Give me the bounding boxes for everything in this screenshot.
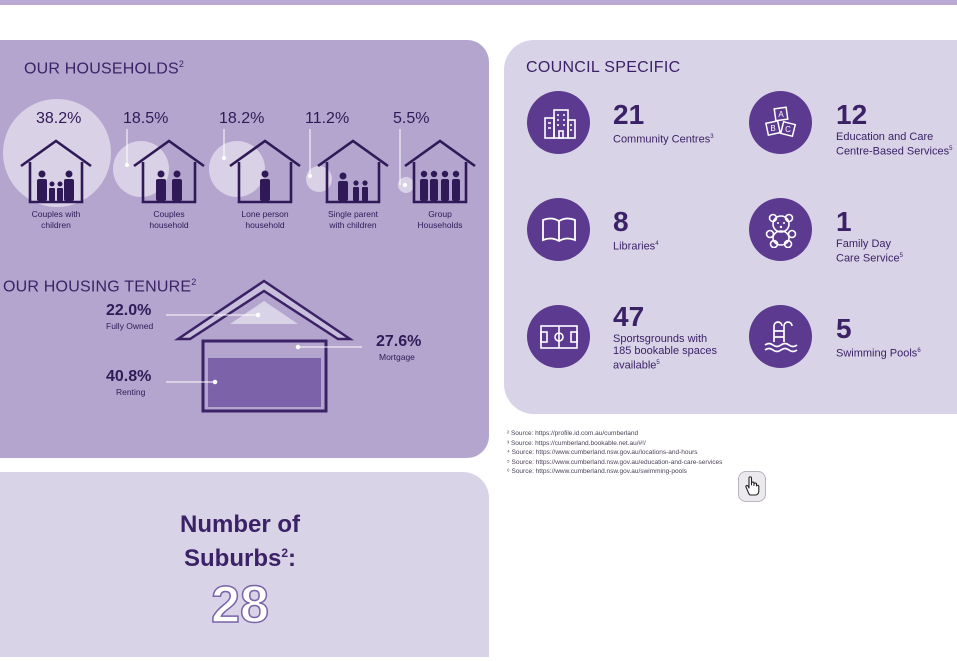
sources-list: ² Source: https://profile.id.com.au/cumb… bbox=[507, 429, 722, 477]
svg-text:A: A bbox=[778, 110, 784, 119]
lone-person-house-icon bbox=[229, 139, 301, 204]
group-house-icon bbox=[404, 139, 476, 204]
stat-num-swimming-pools: 5 bbox=[836, 313, 852, 344]
hand-cursor-icon bbox=[738, 471, 766, 502]
mortgage-pct: 27.6% bbox=[376, 333, 422, 350]
owned-label: Fully Owned bbox=[106, 321, 154, 331]
suburbs-count: 28 bbox=[210, 576, 269, 634]
svg-text:B: B bbox=[770, 124, 775, 133]
households-pct-1: 38.2% bbox=[36, 110, 82, 127]
stat-label-education-care: Education and Care Centre-Based Services5 bbox=[836, 131, 953, 158]
source-item: ⁴ Source: https://www.cumberland.nsw.gov… bbox=[507, 449, 698, 457]
tenure-title: OUR HOUSING TENURE2 bbox=[3, 277, 197, 296]
renting-pct: 40.8% bbox=[106, 368, 152, 385]
stat-num-community-centres: 21 bbox=[613, 99, 645, 130]
owned-pct: 22.0% bbox=[106, 302, 152, 319]
council-title: COUNCIL SPECIFIC bbox=[526, 59, 681, 76]
stat-num-libraries: 8 bbox=[613, 206, 629, 237]
households-label-3: Lone person household bbox=[241, 209, 289, 230]
households-label-5: Group Households bbox=[417, 209, 463, 230]
households-pct-2: 18.5% bbox=[123, 110, 169, 127]
stat-label-libraries: Libraries4 bbox=[613, 240, 659, 253]
lone-person-circle bbox=[209, 141, 265, 197]
pool-icon bbox=[749, 305, 812, 368]
teddy-bear-icon bbox=[749, 198, 812, 261]
stat-label-swimming-pools: Swimming Pools6 bbox=[836, 347, 921, 360]
stat-label-community-centres: Community Centres3 bbox=[613, 133, 714, 146]
suburbs-panel bbox=[0, 472, 489, 657]
tenure-house-graphic bbox=[173, 279, 355, 413]
source-item: ² Source: https://profile.id.com.au/cumb… bbox=[507, 430, 639, 437]
households-pct-3: 18.2% bbox=[219, 110, 265, 127]
single-parent-house-icon bbox=[317, 139, 389, 204]
stat-num-sportsgrounds: 47 bbox=[613, 301, 645, 332]
stat-num-family-day-care: 1 bbox=[836, 206, 852, 237]
households-title: OUR HOUSEHOLDS2 bbox=[24, 59, 185, 78]
book-icon bbox=[527, 198, 590, 261]
stat-label-sportsgrounds: Sportsgrounds with 185 bookable spaces ava… bbox=[613, 333, 717, 372]
households-label-4: Single parent with children bbox=[327, 209, 379, 230]
source-item: ³ Source: https://cumberland.bookable.ne… bbox=[507, 439, 646, 447]
top-strip bbox=[0, 0, 957, 5]
stat-num-education-care: 12 bbox=[836, 99, 868, 130]
households-label-1: Couples with children bbox=[31, 209, 81, 230]
source-item: ⁵ Source: https://www.cumberland.nsw.gov… bbox=[507, 458, 723, 466]
mortgage-label: Mortgage bbox=[379, 352, 415, 362]
building-icon bbox=[527, 91, 590, 154]
households-pct-5: 5.5% bbox=[393, 110, 430, 127]
couples-house-icon bbox=[133, 139, 205, 204]
couples-children-house-icon bbox=[20, 139, 92, 204]
svg-text:C: C bbox=[785, 125, 791, 134]
households-pct-4: 11.2% bbox=[305, 110, 350, 127]
suburbs-title: Number of Suburbs2: bbox=[180, 511, 300, 572]
renting-label: Renting bbox=[116, 387, 146, 397]
sportsground-icon bbox=[527, 305, 590, 368]
stat-label-family-day-care: Family Day Care Service5 bbox=[836, 238, 903, 265]
households-label-2: Couples household bbox=[149, 209, 189, 230]
source-item: ⁶ Source: https://www.cumberland.nsw.gov… bbox=[507, 468, 687, 476]
